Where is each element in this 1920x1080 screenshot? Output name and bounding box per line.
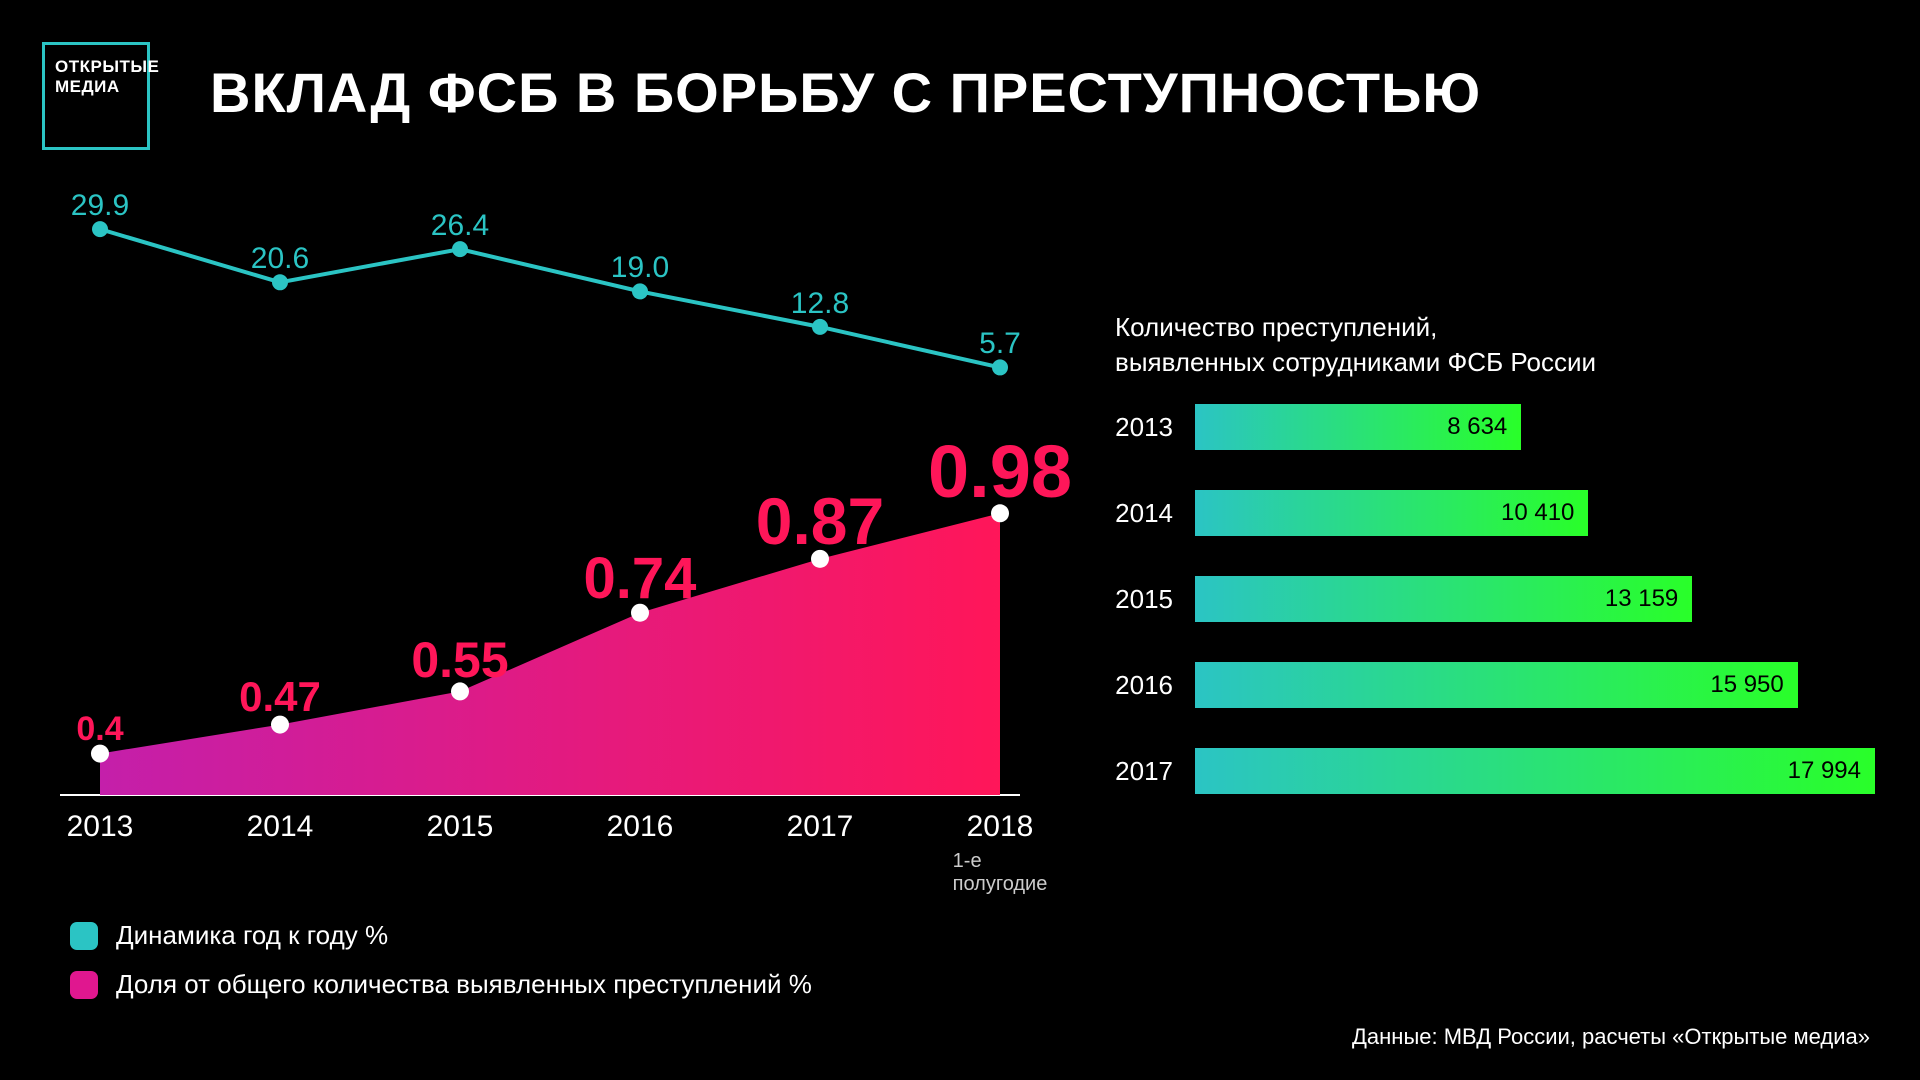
area-value-label: 0.47 — [239, 673, 321, 721]
bar-title-line2: выявленных сотрудниками ФСБ России — [1115, 347, 1596, 377]
bar-year-label: 2014 — [1115, 498, 1195, 529]
bar-track: 17 994 — [1195, 748, 1875, 794]
bar-value-label: 15 950 — [1710, 671, 1783, 699]
logo: ОТКРЫТЫЕ МЕДИА — [42, 42, 150, 150]
bar-row: 2013 8 634 — [1115, 400, 1875, 454]
x-axis-year: 2015 — [427, 810, 494, 844]
bar-year-label: 2013 — [1115, 412, 1195, 443]
line-value-label: 12.8 — [791, 287, 849, 321]
bar-year-label: 2016 — [1115, 670, 1195, 701]
bar-chart: 20138 634201410 410201513 159201615 9502… — [1115, 400, 1875, 830]
bar-row: 2014 10 410 — [1115, 486, 1875, 540]
bar-fill: 13 159 — [1195, 576, 1692, 622]
legend-swatch — [70, 971, 98, 999]
bar-value-label: 8 634 — [1447, 413, 1507, 441]
bar-fill: 17 994 — [1195, 748, 1875, 794]
line-value-label: 26.4 — [431, 209, 489, 243]
legend-swatch — [70, 922, 98, 950]
area-value-label: 0.55 — [411, 631, 508, 689]
x-axis-year: 2018 — [967, 810, 1034, 844]
bar-row: 2015 13 159 — [1115, 572, 1875, 626]
line-value-label: 19.0 — [611, 251, 669, 285]
bar-title-line1: Количество преступлений, — [1115, 312, 1437, 342]
bar-value-label: 17 994 — [1788, 757, 1861, 785]
bar-fill: 15 950 — [1195, 662, 1798, 708]
bar-track: 15 950 — [1195, 662, 1798, 708]
bar-value-label: 10 410 — [1501, 499, 1574, 527]
legend-label: Динамика год к году % — [116, 920, 388, 951]
bar-row: 2017 17 994 — [1115, 744, 1875, 798]
bar-year-label: 2015 — [1115, 584, 1195, 615]
x-axis-year: 2016 — [607, 810, 674, 844]
bar-year-label: 2017 — [1115, 756, 1195, 787]
main-chart: 2013201420152016201720181-е полугодие 29… — [60, 200, 1020, 820]
legend-item: Динамика год к году % — [70, 920, 812, 951]
bar-track: 10 410 — [1195, 490, 1588, 536]
x-axis-year: 2017 — [787, 810, 854, 844]
source-text: Данные: МВД России, расчеты «Открытые ме… — [1352, 1024, 1870, 1050]
area-value-label: 0.98 — [928, 429, 1072, 514]
legend-label: Доля от общего количества выявленных пре… — [116, 969, 812, 1000]
bar-fill: 10 410 — [1195, 490, 1588, 536]
area-value-label: 0.87 — [756, 483, 884, 559]
legend: Динамика год к году % Доля от общего коли… — [70, 920, 812, 1018]
page-title: ВКЛАД ФСБ В БОРЬБУ С ПРЕСТУПНОСТЬЮ — [210, 60, 1481, 125]
x-axis-year: 2014 — [247, 810, 314, 844]
bar-row: 2016 15 950 — [1115, 658, 1875, 712]
bar-value-label: 13 159 — [1605, 585, 1678, 613]
bar-fill: 8 634 — [1195, 404, 1521, 450]
bar-track: 8 634 — [1195, 404, 1521, 450]
line-value-label: 5.7 — [979, 327, 1021, 361]
logo-line1: ОТКРЫТЫЕ — [55, 57, 159, 76]
bar-chart-title: Количество преступлений, выявленных сотр… — [1115, 310, 1596, 380]
legend-item: Доля от общего количества выявленных пре… — [70, 969, 812, 1000]
x-axis-labels: 2013201420152016201720181-е полугодие — [60, 810, 1020, 850]
x-axis-sublabel: 1-е полугодие — [953, 850, 1048, 896]
line-value-label: 20.6 — [251, 242, 309, 276]
area-value-label: 0.4 — [76, 710, 123, 749]
logo-line2: МЕДИА — [55, 77, 120, 96]
x-axis-year: 2013 — [67, 810, 134, 844]
area-value-label: 0.74 — [584, 545, 697, 612]
bar-track: 13 159 — [1195, 576, 1692, 622]
line-value-label: 29.9 — [71, 189, 129, 223]
